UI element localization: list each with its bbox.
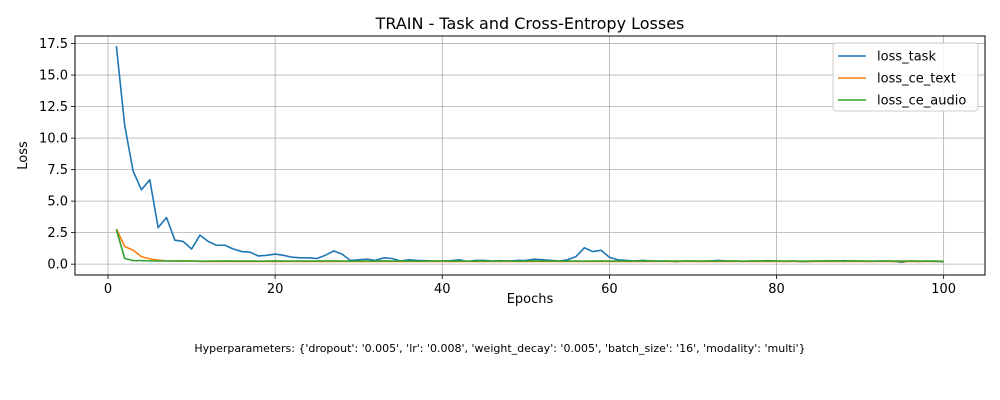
x-tick-label: 20 — [267, 282, 284, 297]
series-line-loss_ce_text — [115, 228, 944, 263]
series-line-loss_ce_audio — [115, 229, 944, 263]
legend-label-loss_ce_text: loss_ce_text — [877, 72, 956, 87]
plot-frame — [74, 35, 986, 276]
y-tick-label: 0.0 — [47, 258, 68, 273]
legend-label-loss_task: loss_task — [877, 50, 936, 65]
y-tick-label: 2.5 — [47, 226, 68, 241]
y-tick-label: 15.0 — [39, 69, 68, 84]
series-line-loss_task — [115, 45, 944, 264]
legend-label-loss_ce_audio: loss_ce_audio — [877, 94, 966, 109]
y-tick-label: 10.0 — [39, 132, 68, 147]
x-axis-label: Epochs — [507, 292, 554, 307]
chart-title: TRAIN - Task and Cross-Entropy Losses — [375, 14, 685, 33]
x-tick-label: 100 — [931, 282, 956, 297]
legend-box — [832, 42, 979, 112]
x-tick-label: 60 — [601, 282, 618, 297]
x-tick-label: 0 — [104, 282, 112, 297]
series-lines — [115, 45, 944, 264]
y-tick-label: 7.5 — [47, 163, 68, 178]
x-tick-label: 80 — [768, 282, 785, 297]
y-axis-label: Loss — [16, 141, 31, 170]
y-tick-label: 12.5 — [39, 100, 68, 115]
legend: loss_task loss_ce_text loss_ce_audio — [832, 42, 979, 112]
y-tick-label: 17.5 — [39, 37, 68, 52]
y-tick-label: 5.0 — [47, 195, 68, 210]
axis-ticks: 0 20 40 60 80 100 0.0 2.5 5.0 7.5 10.0 12.5 15.0 17.5 — [39, 37, 956, 297]
hyperparameters-text: Hyperparameters: {'dropout': '0.005', 'l… — [194, 342, 806, 355]
x-tick-label: 40 — [434, 282, 451, 297]
